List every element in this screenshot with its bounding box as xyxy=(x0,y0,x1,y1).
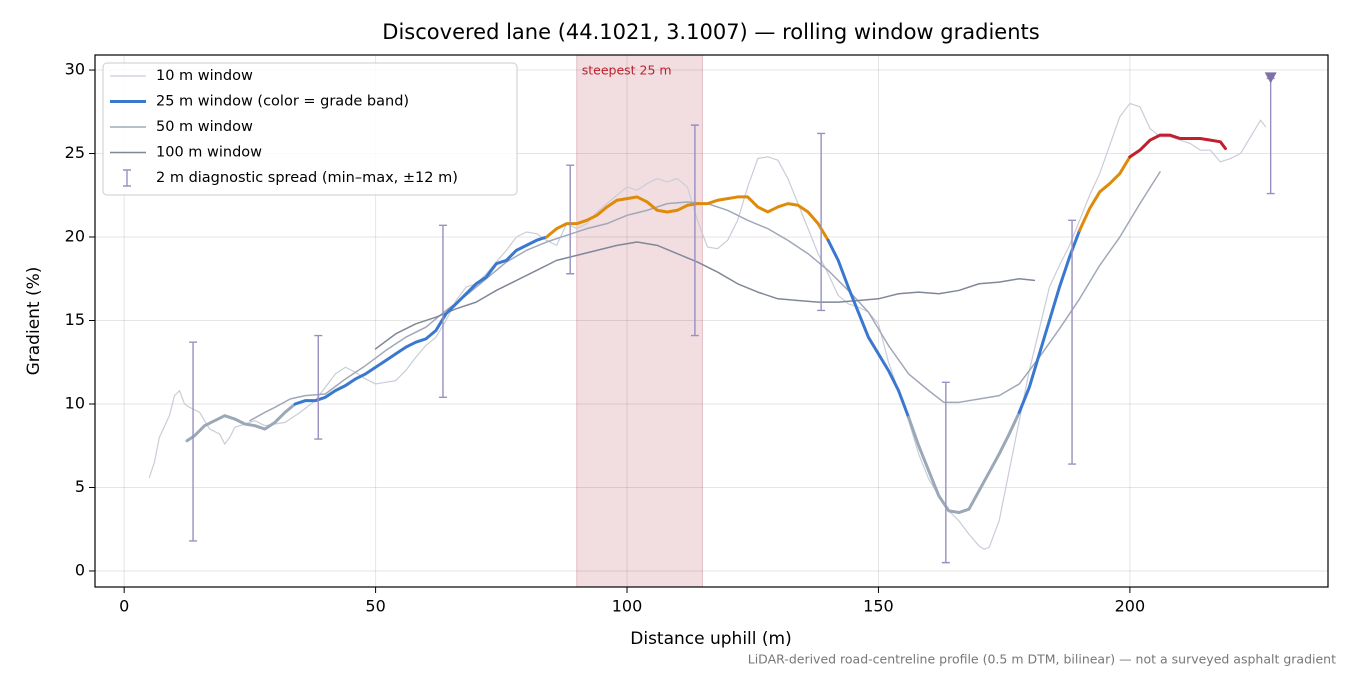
x-axis-label: Distance uphill (m) xyxy=(630,629,791,649)
y-tick-label: 10 xyxy=(65,393,85,412)
legend-swatch xyxy=(123,169,131,187)
series-line xyxy=(185,402,297,443)
legend-label: 10 m window xyxy=(156,68,253,84)
error-bar xyxy=(314,334,323,440)
footnote: LiDAR-derived road-centreline profile (0… xyxy=(748,652,1336,667)
x-tick-label: 100 xyxy=(612,597,643,616)
error-bar xyxy=(1068,219,1077,465)
error-bar xyxy=(566,164,575,275)
error-bar xyxy=(817,132,826,312)
highlight-band xyxy=(576,54,703,588)
y-tick-label: 15 xyxy=(65,310,85,329)
legend-label: 2 m diagnostic spread (min–max, ±12 m) xyxy=(156,170,458,186)
series-line xyxy=(1017,228,1082,414)
series-line xyxy=(1128,133,1227,159)
error-bar xyxy=(438,224,447,399)
x-tick-label: 200 xyxy=(1115,597,1146,616)
marker xyxy=(1264,72,1277,84)
series-line xyxy=(374,241,1036,350)
legend-label: 50 m window xyxy=(156,119,253,135)
y-tick-label: 30 xyxy=(65,60,85,79)
y-tick-label: 25 xyxy=(65,143,85,162)
y-axis-label: Gradient (%) xyxy=(24,267,44,376)
legend-label: 25 m window (color = grade band) xyxy=(156,94,409,110)
series-line xyxy=(1078,155,1132,232)
y-tick-label: 20 xyxy=(65,227,85,246)
chart-title: Discovered lane (44.1021, 3.1007) — roll… xyxy=(382,20,1039,44)
series-line xyxy=(293,235,549,406)
legend-label: 100 m window xyxy=(156,145,262,161)
highlight-label: steepest 25 m xyxy=(582,63,672,78)
series-line xyxy=(148,102,1267,550)
series-line xyxy=(249,171,1161,422)
error-bar xyxy=(690,124,699,337)
series-line xyxy=(545,195,830,242)
y-tick-label: 5 xyxy=(75,477,85,496)
series-line xyxy=(826,238,911,419)
legend-box xyxy=(102,62,518,196)
series-line xyxy=(907,410,1021,515)
x-tick-label: 150 xyxy=(863,597,894,616)
error-bar xyxy=(1266,77,1275,195)
error-bar xyxy=(941,381,950,564)
x-tick-label: 0 xyxy=(119,597,129,616)
x-tick-label: 50 xyxy=(365,597,385,616)
error-bar xyxy=(189,341,198,542)
y-tick-label: 0 xyxy=(75,560,85,579)
plot-frame xyxy=(94,54,1329,588)
